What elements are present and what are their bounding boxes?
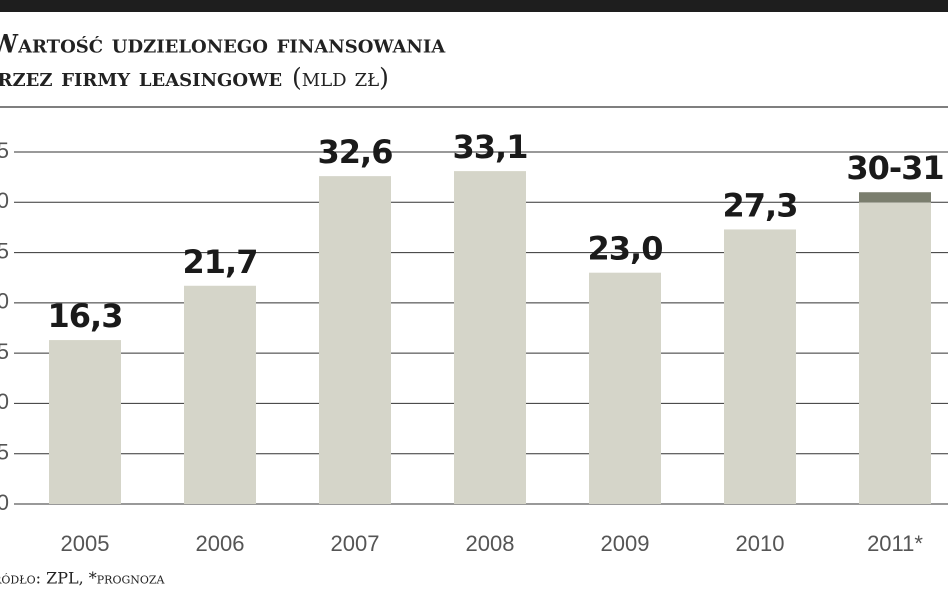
bar bbox=[184, 285, 256, 504]
y-tick-label: 0 bbox=[0, 490, 9, 515]
y-tick-label: 15 bbox=[0, 339, 9, 364]
unit: (mld zł) bbox=[292, 63, 389, 92]
chart-subtitle: przez firmy leasingowe (mld zł) bbox=[0, 63, 389, 92]
x-tick-label: 2006 bbox=[196, 531, 245, 556]
y-tick-label: 25 bbox=[0, 238, 9, 263]
value-label: 32,6 bbox=[318, 133, 393, 171]
chart-title: Wartość udzielonego finansowania bbox=[0, 30, 446, 59]
bar bbox=[589, 272, 661, 504]
bar bbox=[49, 340, 121, 504]
y-tick-label: 30 bbox=[0, 188, 9, 213]
x-tick-label: 2008 bbox=[466, 531, 515, 556]
bar bbox=[859, 202, 931, 505]
x-tick-label: 2007 bbox=[331, 531, 380, 556]
value-label: 27,3 bbox=[723, 186, 798, 224]
top-bar bbox=[0, 0, 948, 12]
subtitle-text: przez firmy leasingowe bbox=[0, 63, 282, 92]
x-tick-label: 2010 bbox=[736, 531, 785, 556]
y-tick-label: 5 bbox=[0, 440, 9, 465]
y-tick-label: 35 bbox=[0, 138, 9, 163]
value-label: 30-31 bbox=[846, 149, 943, 187]
y-tick-label: 10 bbox=[0, 389, 9, 414]
source: Źródło: ZPL, *prognoza bbox=[0, 568, 166, 588]
value-label: 33,1 bbox=[453, 128, 528, 166]
bar bbox=[859, 192, 931, 203]
x-tick-label: 2005 bbox=[61, 531, 110, 556]
value-label: 23,0 bbox=[588, 230, 663, 268]
x-tick-label: 2009 bbox=[601, 531, 650, 556]
bar bbox=[319, 176, 391, 504]
bar bbox=[454, 171, 526, 504]
value-label: 16,3 bbox=[48, 297, 123, 335]
value-label: 21,7 bbox=[183, 243, 258, 281]
x-tick-label: 2011* bbox=[867, 531, 923, 556]
y-tick-label: 20 bbox=[0, 289, 9, 314]
bar bbox=[724, 229, 796, 504]
